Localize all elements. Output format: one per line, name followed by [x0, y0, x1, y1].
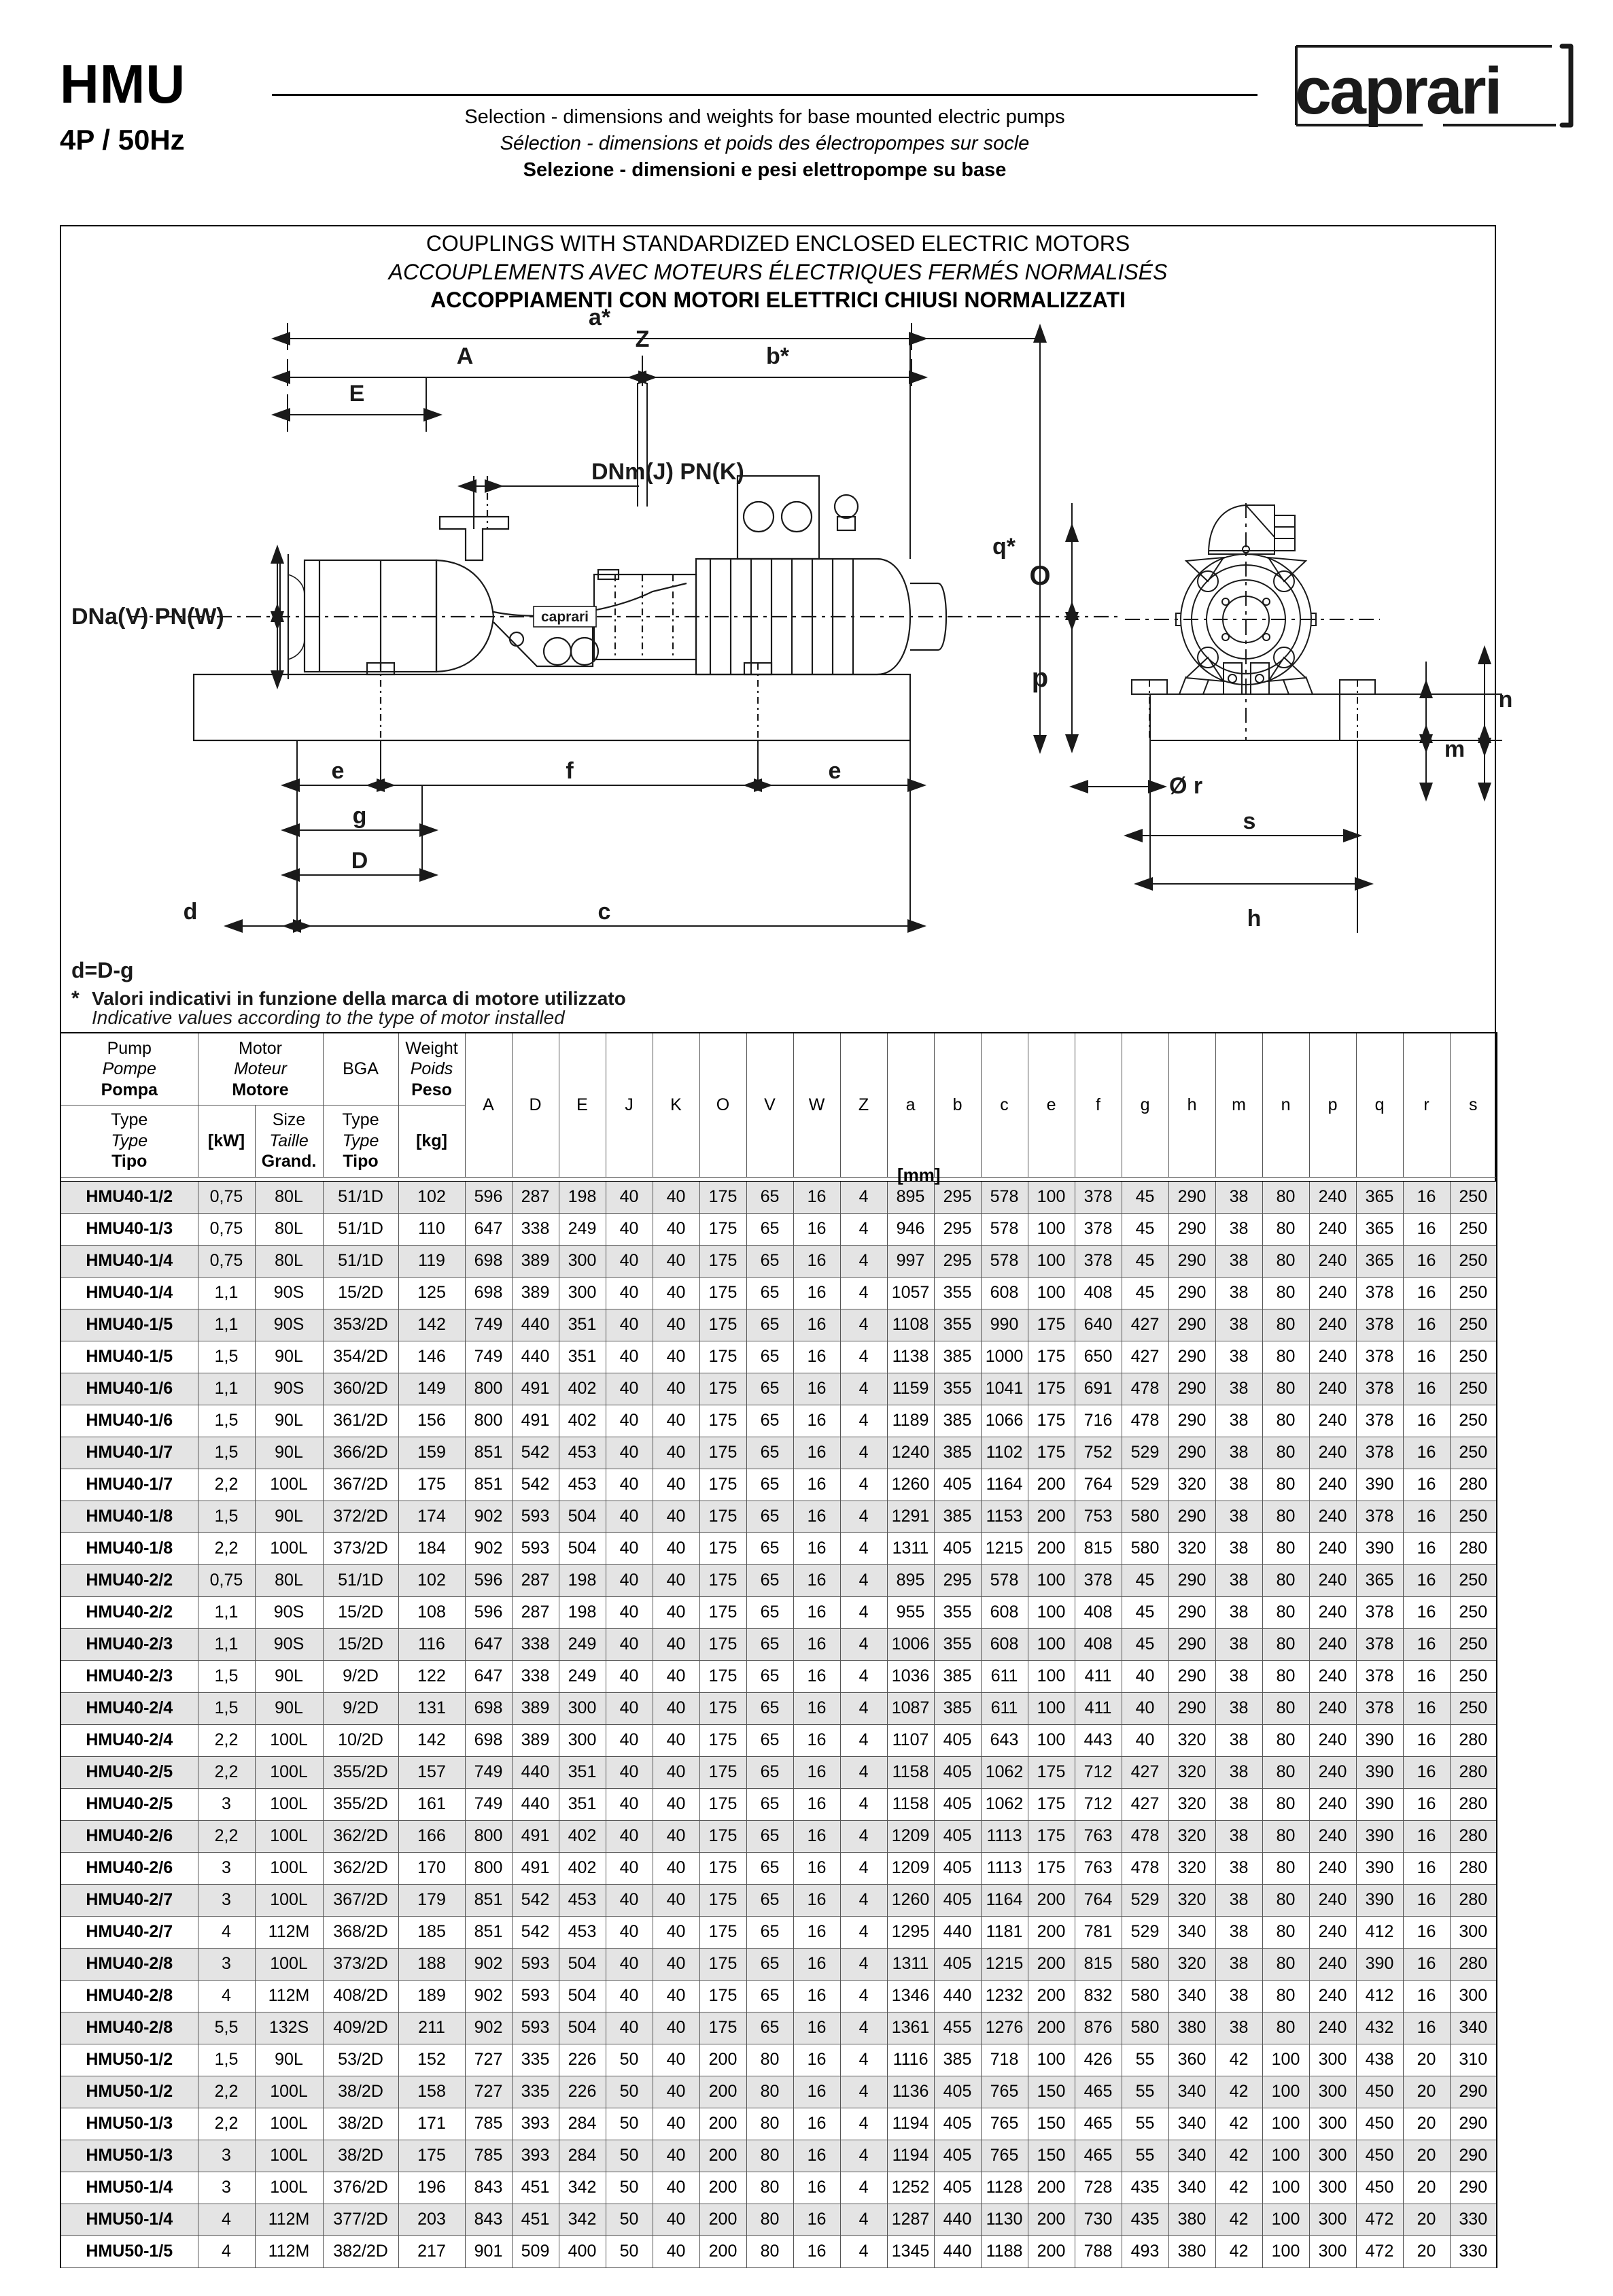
svg-text:g: g	[353, 803, 367, 829]
svg-text:q*: q*	[992, 534, 1016, 560]
svg-text:DNa(V) PN(W): DNa(V) PN(W)	[71, 604, 224, 630]
svg-text:Indicative values according to: Indicative values according to the type …	[92, 1007, 566, 1028]
svg-text:e: e	[829, 758, 842, 784]
svg-text:c: c	[598, 899, 611, 925]
svg-text:caprari: caprari	[541, 609, 589, 625]
svg-text:h: h	[1247, 906, 1262, 931]
svg-text:m: m	[1444, 736, 1465, 762]
svg-text:d: d	[184, 899, 198, 925]
svg-text:s: s	[1243, 808, 1256, 834]
svg-text:d=D-g: d=D-g	[71, 958, 134, 982]
svg-text:Valori indicativi in funzione: Valori indicativi in funzione della marc…	[92, 988, 626, 1009]
svg-text:e: e	[332, 758, 345, 784]
svg-text:p: p	[1032, 663, 1048, 693]
svg-text:D: D	[351, 848, 368, 874]
svg-text:DNm(J) PN(K): DNm(J) PN(K)	[591, 459, 744, 485]
svg-text:f: f	[566, 758, 574, 784]
svg-text:A: A	[457, 343, 474, 369]
svg-text:O: O	[1029, 561, 1050, 591]
svg-text:Z: Z	[636, 326, 650, 352]
svg-text:E: E	[349, 381, 365, 407]
svg-text:Ø r: Ø r	[1169, 773, 1202, 799]
svg-text:a*: a*	[589, 305, 611, 330]
svg-text:n: n	[1499, 687, 1513, 713]
svg-text:*: *	[71, 987, 80, 1010]
svg-text:b*: b*	[766, 343, 790, 369]
